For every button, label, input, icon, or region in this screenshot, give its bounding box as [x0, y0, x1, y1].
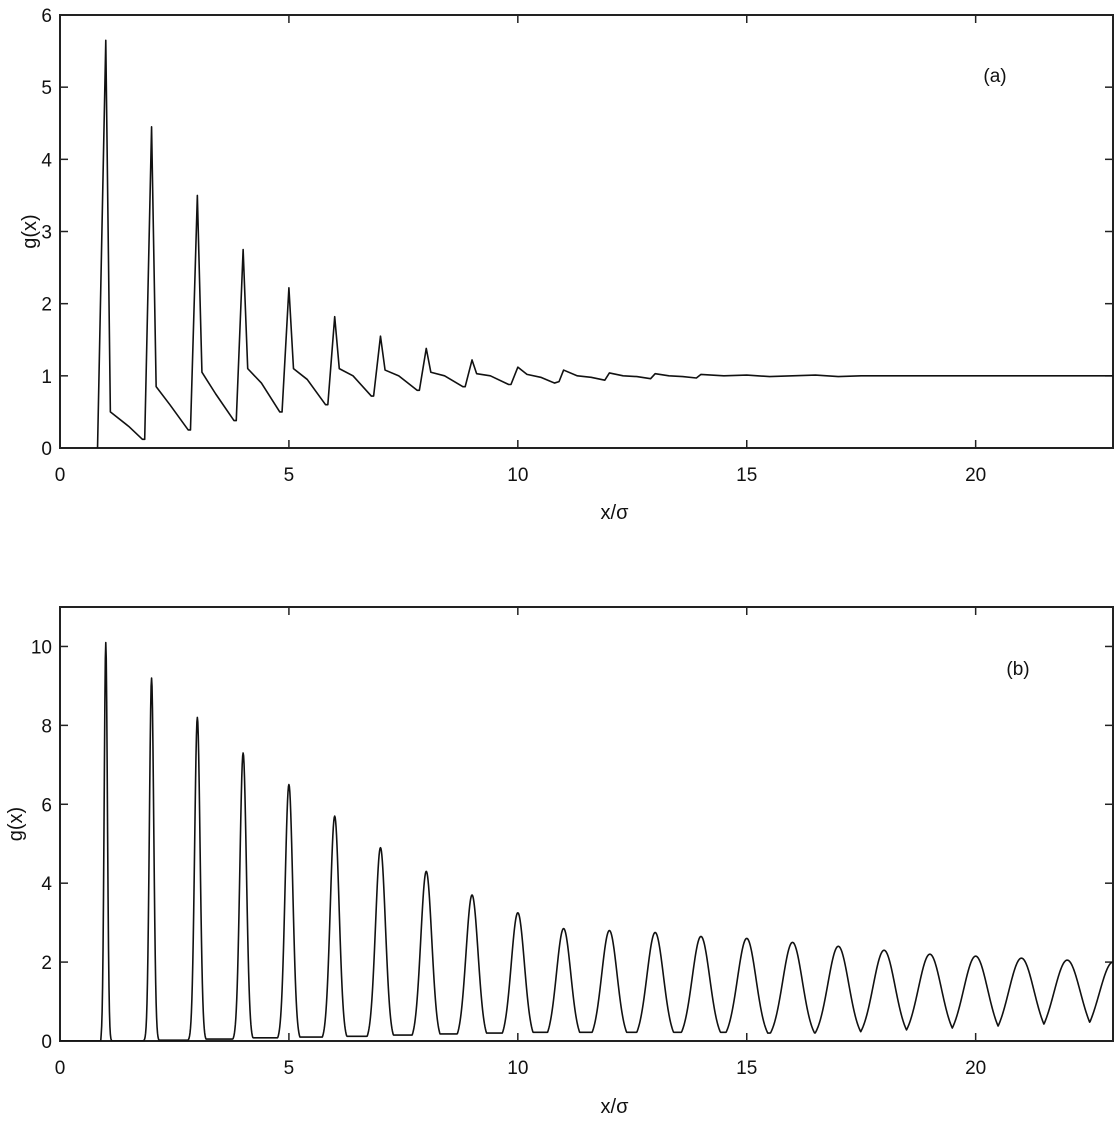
x-axis-label: x/σ [601, 1096, 630, 1118]
y-tick-label: 0 [41, 1032, 52, 1053]
panel-a: 0 5 10 15 20 0 1 2 3 4 5 6 x/σ g(x) (a) [19, 6, 1114, 524]
y-tick-label: 2 [41, 295, 52, 316]
y-tick-label: 10 [31, 637, 52, 658]
y-tick-label: 6 [41, 795, 52, 816]
plot-frame [59, 14, 1114, 449]
y-tick-label: 2 [41, 953, 52, 974]
y-tick-label: 1 [41, 367, 52, 388]
y-tick-label: 4 [41, 150, 52, 171]
y-axis-label: g(x) [5, 807, 27, 841]
x-tick-label: 10 [507, 465, 528, 486]
y-tick-label: 6 [41, 6, 52, 27]
g-of-x-series-line [96, 39, 1113, 448]
x-tick-label: 5 [284, 1058, 295, 1079]
x-tick-label: 15 [736, 1058, 757, 1079]
y-axis-label: g(x) [19, 214, 41, 248]
y-tick-label: 8 [41, 716, 52, 737]
y-tick-label: 5 [41, 78, 52, 99]
g-of-x-series-line [60, 641, 1113, 1041]
x-tick-label: 5 [284, 465, 295, 486]
x-axis-label: x/σ [601, 502, 630, 524]
x-tick-label: 15 [736, 465, 757, 486]
panel-label: (a) [983, 66, 1006, 87]
y-tick-label: 0 [41, 439, 52, 460]
x-tick-label: 0 [55, 1058, 66, 1079]
y-tick-label: 4 [41, 874, 52, 895]
y-tick-label: 3 [41, 223, 52, 244]
plot-frame [59, 606, 1114, 1042]
x-tick-label: 20 [965, 465, 986, 486]
x-tick-label: 0 [55, 465, 66, 486]
panel-b: 0 5 10 15 20 0 2 4 6 8 10 x/σ g(x) (b) [5, 606, 1114, 1118]
x-tick-label: 20 [965, 1058, 986, 1079]
x-tick-label: 10 [507, 1058, 528, 1079]
panel-label: (b) [1006, 659, 1029, 680]
